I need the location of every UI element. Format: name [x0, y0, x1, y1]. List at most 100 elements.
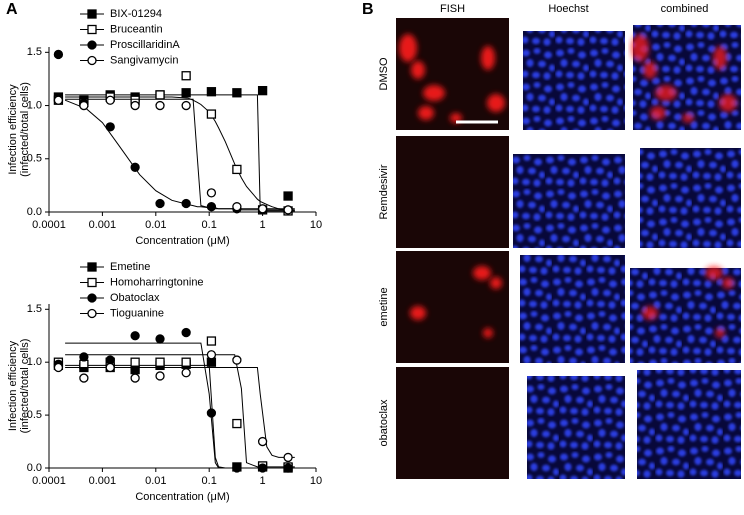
data-point — [257, 463, 268, 473]
x-tick-label: 0.1 — [202, 475, 217, 487]
micrograph — [640, 148, 741, 248]
x-tick-label: 0.0001 — [32, 475, 66, 487]
fish-signal — [473, 266, 491, 280]
legend-marker — [87, 262, 97, 272]
y-tick-label: 0.0 — [27, 206, 42, 218]
fit-curve — [65, 367, 295, 458]
data-point — [130, 331, 140, 341]
column-header: FISH — [440, 3, 465, 15]
x-axis-label: Concentration (μM) — [135, 235, 229, 247]
nuclei-image — [527, 376, 625, 479]
x-tick-label: 0.1 — [202, 219, 217, 231]
data-point — [181, 71, 191, 81]
x-tick-label: 10 — [310, 219, 322, 231]
fish-signal — [643, 61, 657, 79]
micrograph — [513, 154, 625, 248]
nuclei-image — [637, 370, 741, 479]
legend-marker — [87, 40, 97, 50]
legend-marker — [87, 293, 97, 303]
fish-signal — [411, 61, 425, 79]
y-axis-label: Infection efficiency — [7, 84, 19, 175]
micrograph — [637, 370, 741, 479]
image-background — [396, 251, 509, 363]
data-point — [232, 164, 242, 175]
fit-curve — [64, 99, 295, 211]
data-point — [155, 334, 165, 344]
micrograph — [396, 251, 509, 363]
nuclei-image — [520, 255, 625, 363]
data-point — [206, 408, 217, 418]
y-tick-label: 1.5 — [27, 46, 42, 58]
data-point — [206, 202, 217, 212]
nuclei-image — [640, 148, 741, 248]
row-label: obatoclax — [378, 399, 390, 447]
data-point — [130, 100, 140, 111]
y-tick-label: 0.0 — [27, 462, 42, 474]
image-background — [396, 367, 509, 479]
y-tick-label: 0.5 — [27, 409, 42, 421]
y-tick-label: 0.5 — [27, 153, 42, 165]
nuclei-image — [523, 31, 625, 130]
data-point — [53, 49, 64, 60]
data-point — [232, 463, 242, 473]
x-tick-label: 10 — [310, 475, 322, 487]
fish-signal — [481, 46, 495, 70]
fit-curve — [65, 354, 295, 468]
fish-signal — [682, 113, 694, 123]
fish-signal — [410, 306, 426, 320]
data-point — [130, 357, 140, 367]
row-label: Remdesivir — [378, 164, 390, 219]
nuclei-image — [513, 154, 625, 248]
data-point — [155, 90, 165, 100]
data-point — [130, 162, 140, 172]
fish-signal — [399, 34, 417, 62]
fish-signal — [715, 328, 725, 338]
x-tick-label: 0.01 — [145, 219, 166, 231]
data-point — [155, 357, 165, 367]
data-point — [206, 87, 217, 97]
fish-signal — [418, 106, 434, 120]
data-point — [53, 95, 64, 105]
fish-signal — [722, 277, 734, 289]
column-header: Hoechst — [548, 3, 588, 15]
column-header: combined — [661, 3, 709, 15]
y-tick-label: 1.0 — [27, 99, 42, 111]
data-point — [79, 373, 89, 383]
x-tick-label: 1 — [260, 219, 266, 231]
row-label: DMSO — [378, 57, 390, 90]
data-point — [232, 202, 242, 212]
data-point — [181, 100, 191, 111]
x-tick-label: 1 — [260, 475, 266, 487]
data-point — [181, 357, 191, 367]
data-point — [257, 204, 268, 214]
y-axis-label: (infected/total cells) — [19, 82, 31, 177]
panel-label: B — [362, 1, 374, 18]
x-tick-label: 0.001 — [89, 219, 117, 231]
image-background — [396, 136, 509, 248]
data-point — [257, 436, 268, 447]
x-axis-label: Concentration (μM) — [135, 491, 229, 503]
data-point — [181, 327, 191, 338]
data-point — [206, 109, 217, 119]
data-point — [155, 198, 165, 209]
fish-signal — [490, 277, 502, 289]
data-point — [130, 373, 140, 383]
data-point — [155, 371, 165, 381]
data-point — [105, 95, 115, 105]
fish-signal — [655, 85, 677, 101]
micrograph — [520, 255, 625, 363]
data-point — [155, 100, 165, 111]
data-point — [181, 88, 191, 98]
legend-label: Sangivamycin — [110, 54, 178, 66]
legend-label: BIX-01294 — [110, 8, 162, 20]
data-point — [181, 368, 191, 378]
legend-label: Tioguanine — [110, 307, 164, 319]
fit-curve — [65, 96, 295, 212]
legend-label: Bruceantin — [110, 23, 163, 35]
row-label: emetine — [378, 287, 390, 326]
micrograph — [396, 136, 509, 248]
fish-signal — [719, 94, 737, 112]
y-axis-label: Infection efficiency — [7, 340, 19, 431]
data-point — [206, 188, 217, 198]
